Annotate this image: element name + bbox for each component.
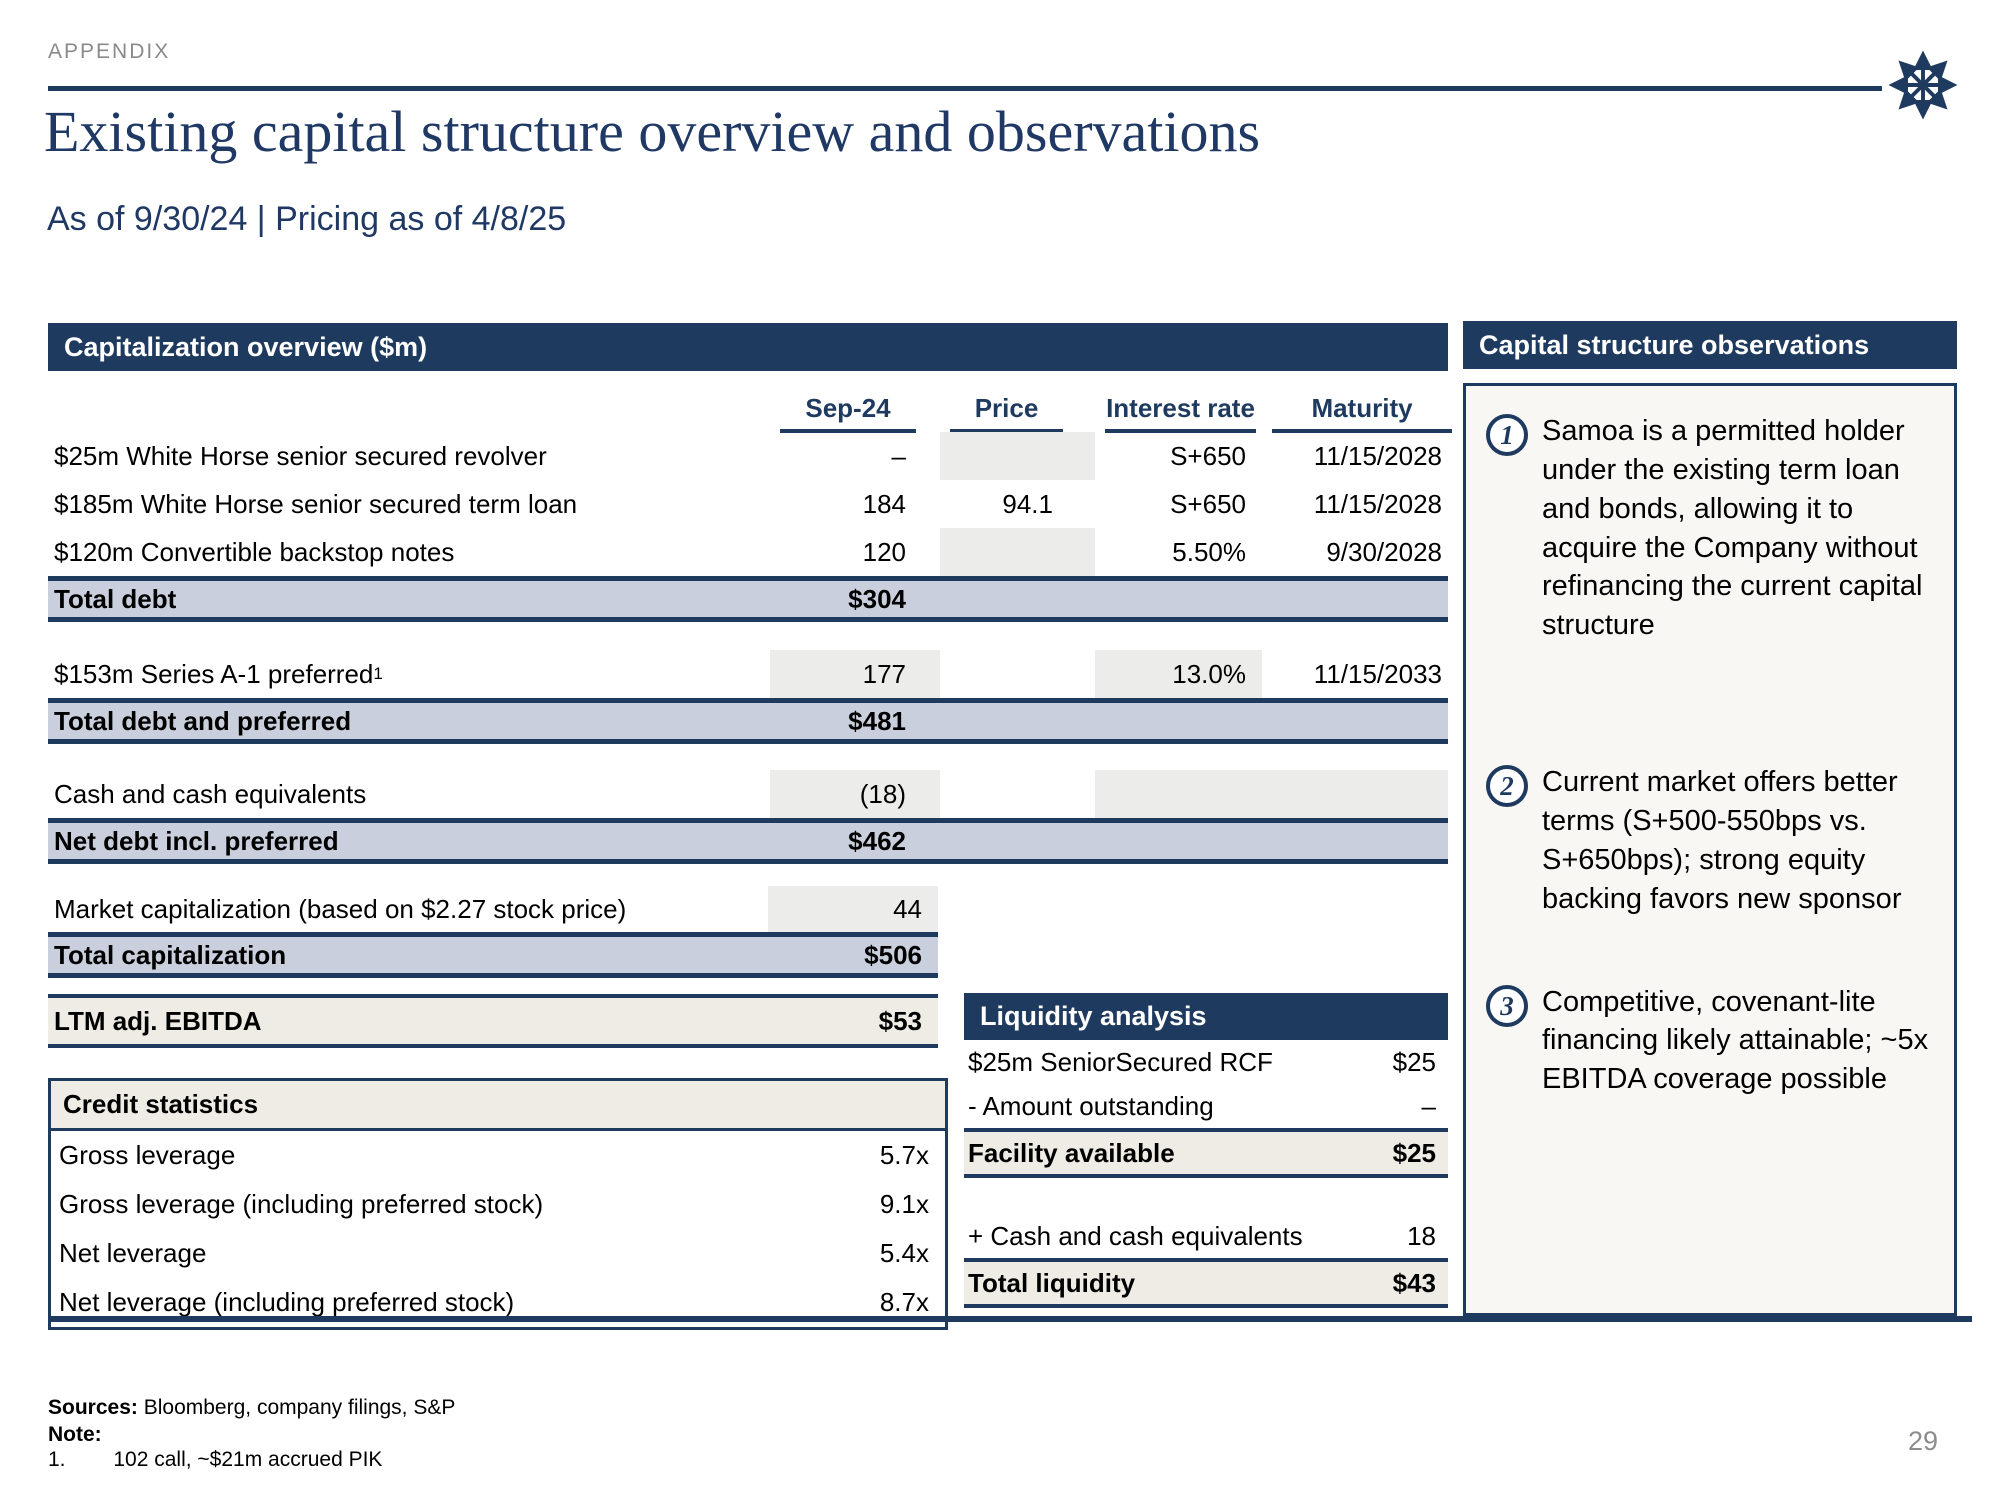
liquidity-row-facility-available: Facility available $25 xyxy=(964,1128,1448,1178)
table-row-series-a1-preferred: $153m Series A-1 preferred 1 177 13.0% 11… xyxy=(48,650,1448,698)
liquidity-row-total-liquidity: Total liquidity $43 xyxy=(964,1258,1448,1308)
credit-statistics-box: Credit statistics Gross leverage 5.7x Gr… xyxy=(48,1078,948,1330)
observation-number-badge: 3 xyxy=(1486,984,1528,1027)
table-row-convertible-notes: $120m Convertible backstop notes 120 5.5… xyxy=(48,528,1448,576)
capitalization-overview-header: Capitalization overview ($m) xyxy=(48,323,1448,371)
table-row-revolver: $25m White Horse senior secured revolver… xyxy=(48,432,1448,480)
capitalization-table: Sep-24 Price Interest rate Maturity $25m… xyxy=(48,393,1452,1048)
credit-stat-row: Net leverage (including preferred stock)… xyxy=(59,1287,929,1317)
page-subtitle: As of 9/30/24 | Pricing as of 4/8/25 xyxy=(47,200,567,238)
note-label: Note: xyxy=(48,1423,102,1446)
observation-text: Competitive, covenant-lite financing lik… xyxy=(1542,985,1929,1096)
observation-item-1: 1 Samoa is a permitted holder under the … xyxy=(1486,412,1936,645)
total-debt-row: Total debt $304 xyxy=(48,576,1448,622)
bottom-divider xyxy=(48,1316,1972,1322)
page-title: Existing capital structure overview and … xyxy=(44,99,1261,164)
credit-stat-row: Gross leverage (including preferred stoc… xyxy=(59,1189,929,1219)
credit-stat-row: Gross leverage 5.7x xyxy=(59,1140,929,1170)
liquidity-row-cash: + Cash and cash equivalents 18 xyxy=(968,1220,1436,1251)
liquidity-row-rcf: $25m SeniorSecured RCF $25 xyxy=(968,1046,1436,1077)
table-row-term-loan: $185m White Horse senior secured term lo… xyxy=(54,488,1442,519)
sources-line: Sources: Bloomberg, company filings, S&P xyxy=(48,1396,456,1419)
liquidity-analysis-header: Liquidity analysis xyxy=(964,993,1448,1040)
spacer xyxy=(48,622,1448,650)
observation-text: Samoa is a permitted holder under the ex… xyxy=(1542,415,1923,642)
empty-price-cell xyxy=(940,528,1095,576)
total-debt-and-preferred-row: Total debt and preferred $481 xyxy=(48,698,1448,744)
column-header-maturity: Maturity xyxy=(1262,393,1452,433)
observation-number-badge: 2 xyxy=(1486,765,1528,808)
capital-structure-observations-header: Capital structure observations xyxy=(1463,321,1957,369)
column-header-spacer xyxy=(48,393,770,432)
table-row-market-capitalization: Market capitalization (based on $2.27 st… xyxy=(48,886,938,932)
observation-item-3: 3 Competitive, covenant-lite financing l… xyxy=(1486,983,1936,1100)
eyebrow-label: APPENDIX xyxy=(48,40,171,63)
observation-text: Current market offers better terms (S+50… xyxy=(1542,766,1902,915)
capital-structure-observations-box: 1 Samoa is a permitted holder under the … xyxy=(1463,383,1957,1316)
empty-cell xyxy=(1262,770,1448,818)
ltm-adj-ebitda-row: LTM adj. EBITDA $53 xyxy=(48,994,938,1048)
table-row-cash: Cash and cash equivalents (18) xyxy=(48,770,1448,818)
column-header-sep24: Sep-24 xyxy=(770,393,940,433)
column-header-row: Sep-24 Price Interest rate Maturity xyxy=(48,393,1452,433)
page-number: 29 xyxy=(1908,1426,1939,1456)
observation-item-2: 2 Current market offers better terms (S+… xyxy=(1486,763,1936,918)
total-capitalization-row: Total capitalization $506 xyxy=(48,932,938,978)
column-header-price: Price xyxy=(940,393,1095,433)
spacer xyxy=(48,864,1448,886)
liquidity-row-amount-outstanding: - Amount outstanding – xyxy=(968,1090,1436,1121)
credit-statistics-title: Credit statistics xyxy=(51,1081,945,1131)
empty-price-cell xyxy=(940,432,1095,480)
footnote-1: 1. 102 call, ~$21m accrued PIK xyxy=(48,1448,383,1471)
spacer xyxy=(48,744,1448,770)
radiating-arrows-logo-icon xyxy=(1888,50,1958,120)
column-header-interest-rate: Interest rate xyxy=(1095,393,1262,433)
header-divider xyxy=(48,86,1882,91)
credit-stat-row: Net leverage 5.4x xyxy=(59,1238,929,1268)
empty-cell xyxy=(1095,770,1262,818)
net-debt-incl-preferred-row: Net debt incl. preferred $462 xyxy=(48,818,1448,864)
liquidity-analysis-table: $25m SeniorSecured RCF $25 - Amount outs… xyxy=(964,1040,1448,1308)
observation-number-badge: 1 xyxy=(1486,414,1528,456)
spacer xyxy=(964,1178,1448,1214)
spacer xyxy=(48,978,1448,994)
